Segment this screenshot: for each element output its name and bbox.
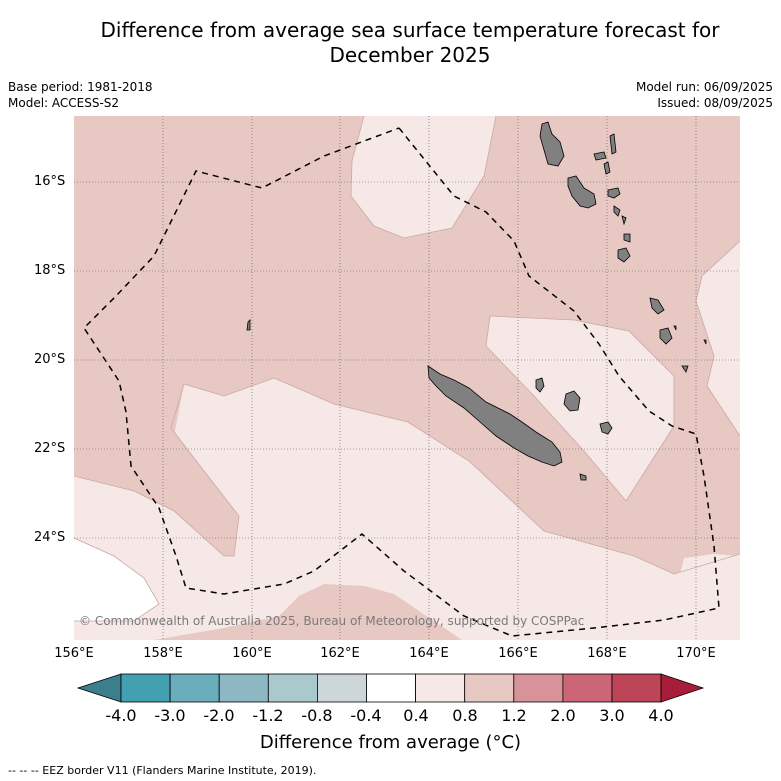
base-period: Base period: 1981-2018 xyxy=(8,80,153,94)
lon-label-160e: 160°E xyxy=(232,646,272,661)
colorbar-over-extension xyxy=(660,673,705,703)
land-isle-of-pines xyxy=(579,473,587,481)
meta-left: Base period: 1981-2018 Model: ACCESS-S2 xyxy=(8,79,153,111)
land-vanuatu-erromango xyxy=(617,247,631,263)
anomaly-region-central-east xyxy=(486,316,674,501)
land-walpole xyxy=(673,325,677,331)
lat-label-16s: 16°S xyxy=(34,174,66,189)
copyright-notice: © Commonwealth of Australia 2025, Bureau… xyxy=(79,614,585,628)
colorbar-tick: 2.0 xyxy=(550,706,576,725)
anomaly-region-south-patch xyxy=(300,594,429,640)
colorbar-tick: 3.0 xyxy=(599,706,625,725)
colorbar-bin xyxy=(267,673,318,703)
land-hunter xyxy=(703,339,707,345)
land-chesterfield xyxy=(246,319,251,331)
colorbar-bin xyxy=(415,673,466,703)
colorbar-tick: -0.4 xyxy=(350,706,382,725)
lon-label-166e: 166°E xyxy=(498,646,538,661)
model-run: Model run: 06/09/2025 xyxy=(635,80,773,94)
title-line-1: Difference from average sea surface temp… xyxy=(100,18,720,42)
lat-label-22s: 22°S xyxy=(34,441,66,456)
lon-label-156e: 156°E xyxy=(54,646,94,661)
colorbar-bin xyxy=(169,673,220,703)
lat-label-24s: 24°S xyxy=(34,530,66,545)
colorbar-tick: -0.8 xyxy=(301,706,333,725)
model-name: Model: ACCESS-S2 xyxy=(8,96,120,110)
land-vanuatu-small-2 xyxy=(621,215,627,226)
colorbar-bin xyxy=(611,673,662,703)
land-east-small-1 xyxy=(659,327,673,345)
colorbar-tick: 0.8 xyxy=(452,706,478,725)
colorbar-bin xyxy=(218,673,269,703)
neutral-region-southwest xyxy=(74,538,159,621)
eez-legend-note: -- -- -- EEZ border V11 (Flanders Marine… xyxy=(8,764,317,777)
colorbar-tick: -4.0 xyxy=(105,706,137,725)
colorbar-tick: 4.0 xyxy=(648,706,674,725)
colorbar-bin xyxy=(513,673,564,703)
colorbar-bin xyxy=(464,673,515,703)
land-vanuatu-ambrym xyxy=(603,161,611,175)
land-vanuatu-small-1 xyxy=(613,205,621,217)
colorbar-bin xyxy=(562,673,613,703)
eez-border xyxy=(83,127,720,637)
lon-label-170e: 170°E xyxy=(676,646,716,661)
anomaly-region-north xyxy=(351,116,496,238)
contour-lines xyxy=(74,116,740,622)
lon-label-158e: 158°E xyxy=(143,646,183,661)
colorbar-under-extension xyxy=(76,673,122,703)
land-loyalty-lifou xyxy=(563,390,581,412)
land-vanuatu-efate xyxy=(607,187,621,199)
land-matthew-hunter xyxy=(649,297,665,315)
land-vanuatu-north xyxy=(593,151,607,161)
land-vanuatu-espiritu xyxy=(539,121,565,167)
land-vanuatu-pentecost xyxy=(609,133,617,155)
colorbar xyxy=(76,673,705,703)
colorbar-title: Difference from average (°C) xyxy=(259,732,522,753)
colorbar-tick: -2.0 xyxy=(203,706,235,725)
lon-label-164e: 164°E xyxy=(409,646,449,661)
colorbar-tick: 1.2 xyxy=(501,706,527,725)
lat-label-20s: 20°S xyxy=(34,352,66,367)
land-vanuatu-malakula xyxy=(567,175,597,209)
meta-right: Model run: 06/09/2025 Issued: 08/09/2025 xyxy=(636,79,773,111)
anomaly-region-southwest-band xyxy=(74,384,239,556)
land-masses xyxy=(246,121,707,481)
sst-anomaly-map xyxy=(74,116,740,640)
anomaly-region-south xyxy=(74,378,740,640)
colorbar-tick: 0.4 xyxy=(403,706,429,725)
colorbar-cells xyxy=(76,673,705,703)
colorbar-tick: -3.0 xyxy=(154,706,186,725)
title-line-2: December 2025 xyxy=(329,43,491,67)
colorbar-bin xyxy=(120,673,171,703)
land-new-caledonia xyxy=(427,365,563,467)
land-loyalty-ouvea xyxy=(535,377,545,393)
colorbar-bin xyxy=(366,673,416,703)
lat-label-18s: 18°S xyxy=(34,263,66,278)
lon-label-168e: 168°E xyxy=(587,646,627,661)
colorbar-bin xyxy=(316,673,367,703)
lon-label-162e: 162°E xyxy=(320,646,360,661)
colorbar-tick: -1.2 xyxy=(252,706,284,725)
land-loyalty-mare xyxy=(599,421,613,435)
map-title: Difference from average sea surface temp… xyxy=(60,18,760,68)
land-vanuatu-tanna xyxy=(623,233,631,243)
issued-date: Issued: 08/09/2025 xyxy=(657,96,773,110)
anomaly-region-east-edge xyxy=(696,241,740,436)
anomaly-region-southeast-patch xyxy=(664,554,740,640)
land-east-small-2 xyxy=(681,365,689,373)
